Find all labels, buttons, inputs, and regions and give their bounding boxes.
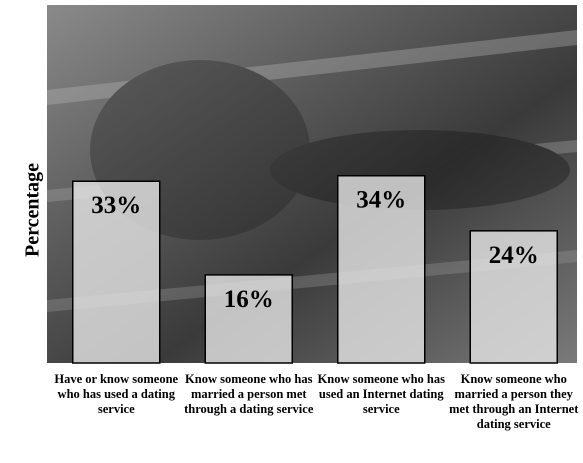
value-label: 33% (91, 192, 141, 219)
bar (72, 180, 161, 364)
photo-steps (47, 30, 577, 312)
x-tick-label: Know someone who has used an Internet da… (317, 372, 445, 416)
value-label: 16% (224, 286, 274, 313)
y-axis-label: Percentage (22, 163, 44, 257)
x-tick-label: Know someone who has married a person me… (184, 372, 314, 416)
bar (469, 230, 558, 364)
value-label: 24% (489, 242, 539, 269)
bar (204, 274, 293, 364)
value-label: 34% (356, 187, 406, 214)
bar (337, 174, 426, 364)
x-tick-label: Know someone who married a person they m… (449, 372, 579, 431)
x-tick-label: Have or know someone who has used a dati… (54, 372, 179, 416)
